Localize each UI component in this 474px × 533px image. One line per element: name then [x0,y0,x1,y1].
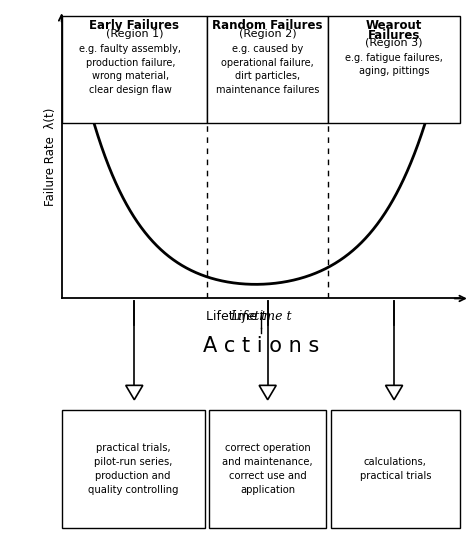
Text: correct operation
and maintenance,
correct use and
application: correct operation and maintenance, corre… [222,443,313,495]
Text: e.g. caused by
operational failure,
dirt particles,
maintenance failures: e.g. caused by operational failure, dirt… [216,44,319,95]
Text: Lifetime: Lifetime [206,310,261,323]
Text: Lifetime t: Lifetime t [230,310,292,323]
Text: (Region 3): (Region 3) [365,38,423,48]
Text: A c t i o n s: A c t i o n s [202,336,319,356]
Text: (Region 2): (Region 2) [239,29,296,39]
Text: calculations,
practical trials: calculations, practical trials [359,457,431,481]
Bar [207,16,328,123]
Text: e.g. faulty assembly,
production failure,
wrong material,
clear design flaw: e.g. faulty assembly, production failure… [79,44,181,95]
Text: (Region 1): (Region 1) [106,29,163,39]
Bar [62,16,207,123]
Text: Early Failures: Early Failures [89,19,179,33]
Text: Failures: Failures [368,29,420,42]
Text: t: t [261,310,265,323]
Y-axis label: Failure Rate  λ(t): Failure Rate λ(t) [45,108,57,206]
Text: Random Failures: Random Failures [212,19,323,33]
Text: Wearout: Wearout [366,19,422,33]
Text: e.g. fatigue failures,
aging, pittings: e.g. fatigue failures, aging, pittings [345,53,443,76]
Bar [328,16,460,123]
Text: practical trials,
pilot-run series,
production and
quality controlling: practical trials, pilot-run series, prod… [88,443,178,495]
